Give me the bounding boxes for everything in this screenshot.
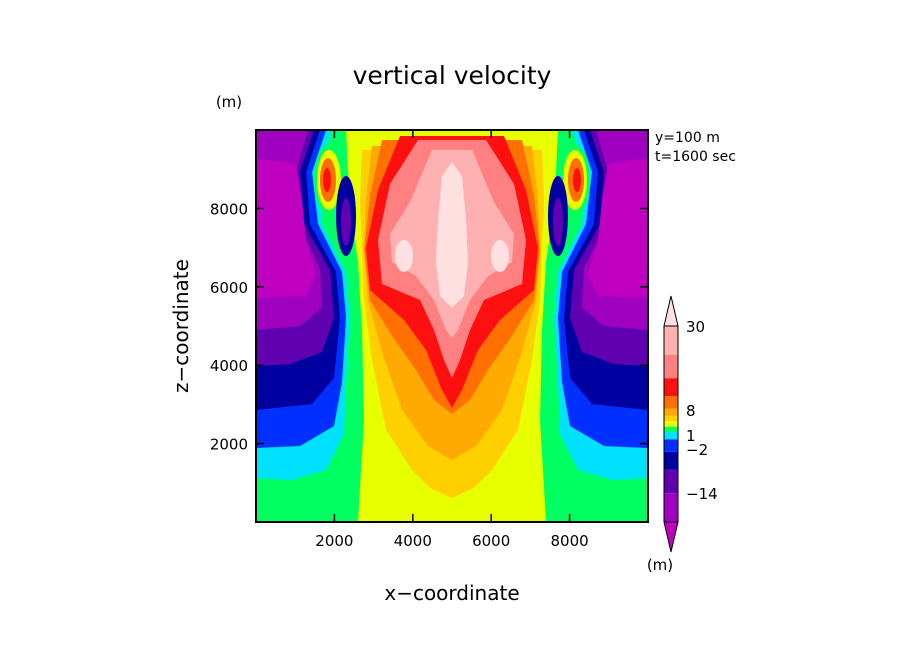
y-tick-label: 2000	[210, 436, 248, 454]
colorbar-band	[664, 396, 678, 409]
x-tick-label: 2000	[315, 532, 353, 550]
updraft-right-lobe	[491, 240, 509, 272]
x-axis-label: x−coordinate	[384, 581, 519, 605]
colorbar-band	[664, 354, 678, 379]
colorbar-band	[664, 469, 678, 494]
y-tick-label: 8000	[210, 200, 248, 218]
left-small-downdraft-core	[341, 198, 351, 246]
colorbar-band	[664, 426, 678, 433]
x-tick-label: 8000	[551, 532, 589, 550]
time-annotation-y: y=100 m	[655, 130, 720, 146]
left-cell-red	[323, 168, 331, 192]
chart-title: vertical velocity	[353, 61, 552, 90]
colorbar-band	[664, 408, 678, 416]
y-tick-label: 6000	[210, 279, 248, 297]
y-axis: 2000 4000 6000 8000	[210, 200, 648, 454]
colorbar-unit-label: (m)	[647, 556, 673, 574]
colorbar-max-arrow	[663, 295, 679, 327]
colorbar-band	[664, 378, 678, 397]
colorbar-band	[664, 415, 678, 422]
y-axis-label: z−coordinate	[169, 259, 193, 393]
time-annotation-t: t=1600 sec	[655, 149, 736, 165]
contour-field	[256, 130, 648, 522]
colorbar-band	[664, 439, 678, 452]
colorbar-label: 1	[686, 427, 696, 445]
updraft-left-lobe	[395, 240, 413, 272]
left-downdraft-core	[256, 158, 316, 298]
colorbar-frame	[663, 325, 679, 523]
colorbar-band	[664, 421, 678, 427]
right-downdraft-core	[588, 158, 648, 298]
colorbar-label: 30	[686, 318, 705, 336]
colorbar-band	[664, 326, 678, 355]
x-tick-label: 6000	[472, 532, 510, 550]
colorbar-band	[664, 451, 678, 470]
right-small-downdraft-core	[553, 198, 563, 246]
colorbar-label: 8	[686, 402, 696, 420]
colorbar-min-arrow	[663, 521, 679, 553]
colorbar-label: −2	[686, 441, 708, 459]
y-unit-label: (m)	[216, 93, 242, 111]
x-axis: 2000 4000 6000 8000	[315, 130, 589, 550]
colorbar-label: −14	[686, 485, 718, 503]
updraft-core	[436, 162, 468, 308]
colorbar: 30 8 1−2 −14	[663, 295, 718, 553]
plot-frame	[255, 129, 649, 523]
colorbar-band	[664, 493, 678, 522]
y-tick-label: 4000	[210, 357, 248, 375]
colorbar-band	[664, 432, 678, 440]
x-tick-label: 4000	[394, 532, 432, 550]
right-cell-red	[573, 168, 581, 192]
